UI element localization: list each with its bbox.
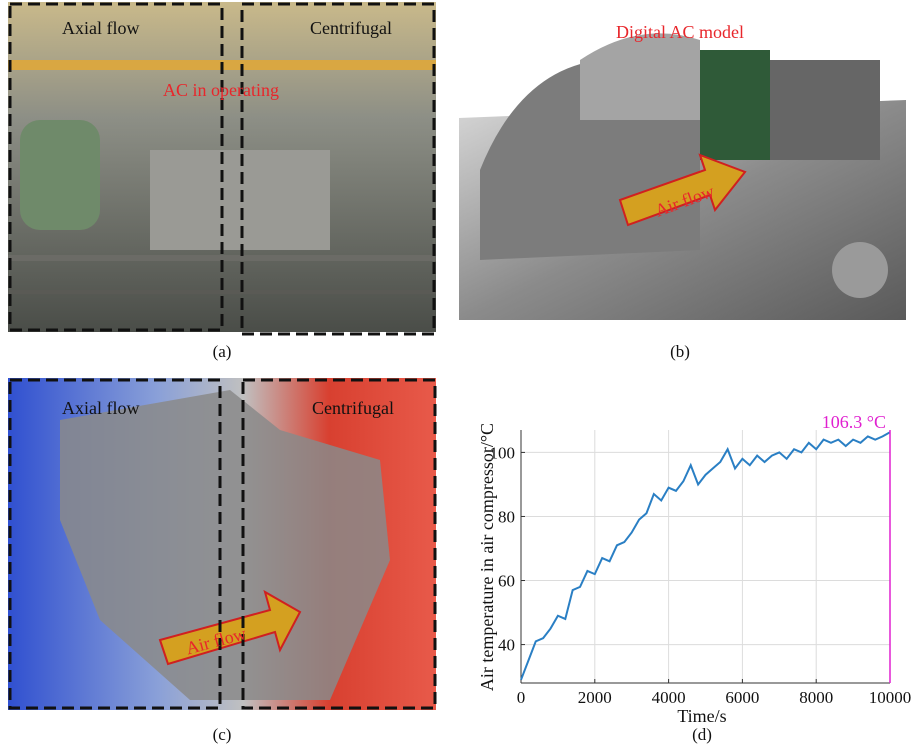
caption: (a) <box>213 342 232 361</box>
x-tick-label: 2000 <box>578 688 612 707</box>
label: Axial flow <box>62 398 139 418</box>
figure: Axial flow Centrifugal AC in operating (… <box>0 0 916 746</box>
x-tick-label: 0 <box>517 688 526 707</box>
machine <box>150 150 330 250</box>
x-tick-label: 6000 <box>725 688 759 707</box>
y-tick-label: 60 <box>498 572 515 591</box>
label: AC in operating <box>163 80 279 100</box>
rail <box>8 290 436 294</box>
x-tick-label: 10000 <box>869 688 912 707</box>
annotation: 106.3 °C <box>822 412 886 432</box>
x-axis-label: Time/s <box>677 706 726 726</box>
caption: (b) <box>670 342 690 361</box>
caption: (d) <box>692 725 712 744</box>
machine <box>770 60 880 160</box>
y-axis-label: Air temperature in air compressor/°C <box>477 423 497 691</box>
machine <box>20 120 100 230</box>
x-tick-label: 8000 <box>799 688 833 707</box>
caption: (c) <box>213 725 232 744</box>
panel-a: Axial flow Centrifugal AC in operating (… <box>8 2 436 361</box>
label: Axial flow <box>62 18 139 38</box>
panel-c: Axial flow Centrifugal Air flow (c) <box>8 378 436 744</box>
y-tick-label: 100 <box>490 443 516 462</box>
y-tick-label: 80 <box>498 507 515 526</box>
panel-b: Air flow Digital AC model (b) <box>459 20 906 361</box>
label: Digital AC model <box>616 22 744 42</box>
x-tick-label: 4000 <box>652 688 686 707</box>
tank <box>832 242 888 298</box>
panel-d: Time/s Air temperature in air compressor… <box>477 412 911 744</box>
label: Centrifugal <box>310 18 392 38</box>
y-tick-label: 40 <box>498 636 515 655</box>
machine <box>700 50 770 160</box>
label: Centrifugal <box>312 398 394 418</box>
